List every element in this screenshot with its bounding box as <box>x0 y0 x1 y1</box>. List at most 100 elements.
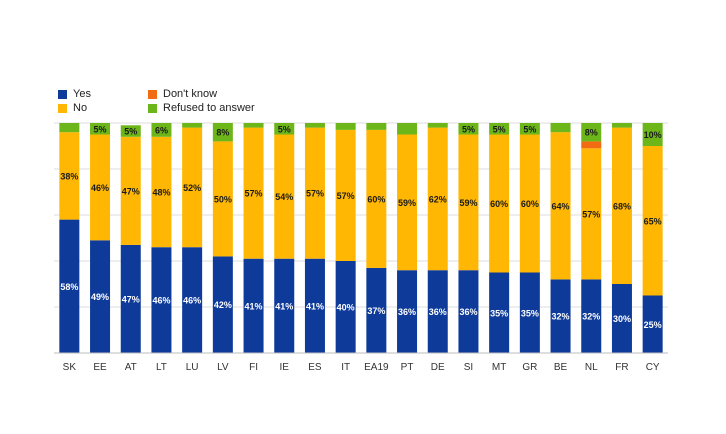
data-label: 47% <box>122 186 140 196</box>
data-label: 46% <box>152 296 170 306</box>
bar-segment-yes-ie <box>274 258 295 353</box>
bar-segment-no-pt <box>397 134 418 271</box>
data-label: 32% <box>582 312 600 322</box>
x-tick-label: NL <box>585 362 598 373</box>
bar-segment-no-sk <box>59 132 80 220</box>
x-tick-label: IT <box>341 362 350 373</box>
bar-segment-refused-to-answer-fr <box>611 123 632 128</box>
bar-segment-no-lu <box>182 127 203 248</box>
data-label: 32% <box>552 312 570 322</box>
bar-segment-refused-to-answer-mt <box>489 123 510 135</box>
x-tick-label: PT <box>401 362 414 373</box>
bar-segment-no-lv <box>212 141 233 257</box>
legend-label-no: No <box>73 102 88 114</box>
bar-segment-no-si <box>458 134 479 271</box>
bar-segment-refused-to-answer-fi <box>243 123 264 128</box>
bar-segment-no-gr <box>519 134 540 273</box>
bar-segment-yes-be <box>550 279 571 353</box>
data-label: 59% <box>459 198 477 208</box>
x-tick-label: SI <box>464 362 473 373</box>
bar-segment-refused-to-answer-ea19 <box>366 123 387 130</box>
x-tick-label: EA19 <box>364 362 389 373</box>
legend-label-dont-know: Don't know <box>163 88 218 100</box>
bar-segment-yes-sk <box>59 219 80 353</box>
data-label: 57% <box>306 189 324 199</box>
data-label: 30% <box>613 314 631 324</box>
bar-segment-yes-ee <box>90 240 111 353</box>
legend-label-yes: Yes <box>73 88 91 100</box>
data-label: 60% <box>367 194 385 204</box>
bar-segment-no-ie <box>274 134 295 259</box>
bar-segment-yes-ea19 <box>366 267 387 353</box>
bar-segment-yes-es <box>304 258 325 353</box>
bar-segment-refused-to-answer-lu <box>182 123 203 128</box>
x-tick-label: IE <box>280 362 290 373</box>
bar-segment-no-de <box>427 127 448 271</box>
x-tick-label: MT <box>492 362 506 373</box>
data-label: 36% <box>398 307 416 317</box>
data-label: 36% <box>429 307 447 317</box>
bar-segment-refused-to-answer-nl <box>581 123 602 142</box>
x-tick-label: DE <box>431 362 445 373</box>
bar-segment-yes-mt <box>489 272 510 353</box>
data-label: 60% <box>521 199 539 209</box>
bar-segment-yes-at <box>120 244 141 353</box>
x-tick-label: FR <box>615 362 628 373</box>
bar-segment-refused-to-answer-lt <box>151 123 172 137</box>
bar-segment-no-fr <box>611 127 632 284</box>
data-label: 58% <box>60 282 78 292</box>
data-label: 38% <box>60 171 78 181</box>
legend-swatch-dont-know <box>148 89 157 99</box>
bar-segment-yes-cy <box>642 295 663 353</box>
data-label: 41% <box>306 301 324 311</box>
bar-segment-no-cy <box>642 146 663 296</box>
data-label: 5% <box>278 124 291 134</box>
bar-segment-refused-to-answer-be <box>550 123 571 133</box>
data-label: 48% <box>152 188 170 198</box>
x-tick-label: BE <box>554 362 568 373</box>
bar-segment-yes-lu <box>182 247 203 353</box>
data-label: 59% <box>398 198 416 208</box>
data-label: 68% <box>613 201 631 211</box>
data-label: 25% <box>644 320 662 330</box>
bar-segment-yes-fi <box>243 258 264 353</box>
data-label: 5% <box>124 127 137 137</box>
data-label: 60% <box>490 199 508 209</box>
data-label: 52% <box>183 183 201 193</box>
data-label: 5% <box>462 124 475 134</box>
legend-item-no: No <box>58 102 87 114</box>
bar-segment-refused-to-answer-ie <box>274 123 295 135</box>
bar-segment-no-it <box>335 129 356 261</box>
data-label: 50% <box>214 194 232 204</box>
bar-segment-yes-si <box>458 270 479 353</box>
bar-segment-yes-gr <box>519 272 540 353</box>
bar-segment-no-lt <box>151 136 172 248</box>
legend-swatch-refused <box>148 103 157 113</box>
x-tick-label: GR <box>522 362 537 373</box>
bar-segment-yes-lv <box>212 256 233 353</box>
bar-segment-yes-lt <box>151 247 172 353</box>
data-label: 8% <box>585 128 598 138</box>
bar-segment-no-es <box>304 127 325 259</box>
legend-item-yes: Yes <box>58 88 91 100</box>
data-label: 54% <box>275 192 293 202</box>
legend-swatch-yes <box>58 89 67 99</box>
bar-segment-refused-to-answer-it <box>335 123 356 130</box>
bar-segment-no-nl <box>581 148 602 280</box>
legend-label-refused: Refused to answer <box>163 102 255 114</box>
bar-segment-yes-it <box>335 261 356 353</box>
data-label: 57% <box>337 191 355 201</box>
bar-segment-refused-to-answer-cy <box>642 123 663 146</box>
legend-item-refused: Refused to answer <box>148 102 255 114</box>
x-tick-label: LU <box>186 362 199 373</box>
x-tick-label: LV <box>217 362 229 373</box>
x-tick-label: LT <box>156 362 167 373</box>
bar-segment-refused-to-answer-lv <box>212 123 233 142</box>
bar-segment-yes-fr <box>611 284 632 353</box>
bar-segment-refused-to-answer-si <box>458 123 479 135</box>
data-label: 64% <box>552 201 570 211</box>
data-label: 46% <box>91 183 109 193</box>
bar-segment-refused-to-answer-es <box>304 123 325 128</box>
data-label: 40% <box>337 303 355 313</box>
